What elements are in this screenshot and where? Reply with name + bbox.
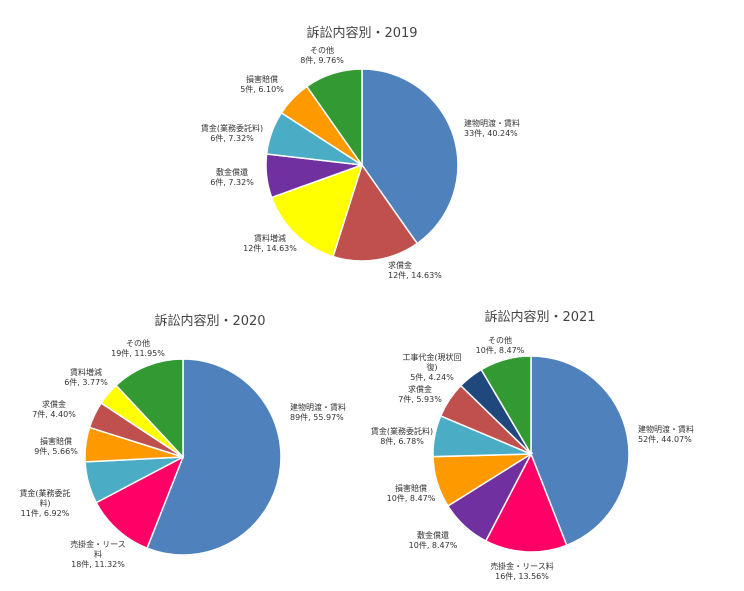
slice-label: その他: [310, 45, 334, 55]
slice-label: 復): [426, 362, 437, 372]
pie-slice: [115, 358, 184, 459]
pie-slice: [480, 355, 532, 457]
slice-label: 売掛金・リース: [70, 539, 126, 549]
slice-value-label: 7件, 5.93%: [398, 394, 442, 404]
slice-value-label: 10件, 8.47%: [387, 493, 436, 503]
slice-value-label: 19件, 11.95%: [111, 348, 165, 358]
slice-value-label: 9件, 5.66%: [34, 446, 78, 456]
pie-slice: [484, 452, 568, 553]
slice-value-label: 8件, 6.78%: [380, 436, 424, 446]
slice-label: 建物明渡・賃料: [638, 424, 694, 434]
slice-label: 損害賠償: [395, 483, 427, 493]
slice-label: その他: [488, 335, 512, 345]
slice-label: 求償金: [42, 399, 66, 409]
pie-slice: [146, 358, 282, 556]
pie-slice: [361, 68, 459, 245]
chart-title: 訴訟内容別・2021: [484, 309, 595, 325]
slice-label: 求償金: [388, 260, 412, 270]
pie-slice: [270, 163, 364, 258]
chart-title: 訴訟内容別・2019: [306, 25, 417, 41]
slice-value-label: 89件, 55.97%: [290, 412, 344, 422]
slice-label: 敷金償還: [417, 530, 449, 540]
slice-value-label: 6件, 3.77%: [64, 377, 108, 387]
slice-value-label: 10件, 8.47%: [409, 540, 458, 550]
pie-slice: [332, 163, 419, 262]
slice-label: 求償金: [408, 384, 432, 394]
slice-value-label: 5件, 6.10%: [240, 84, 284, 94]
slice-label: 賃金(業務委託料): [201, 123, 263, 133]
slice-value-label: 10件, 8.47%: [476, 345, 525, 355]
slice-label: 損害賠償: [246, 74, 278, 84]
slice-label: 料): [39, 498, 50, 508]
slice-label: 工事代金(現状回: [402, 352, 461, 362]
slice-value-label: 6件, 7.32%: [210, 177, 254, 187]
slice-value-label: 5件, 4.24%: [410, 372, 454, 382]
slice-label: 建物明渡・賃料: [290, 402, 346, 412]
slice-value-label: 16件, 13.56%: [495, 571, 549, 581]
slice-value-label: 11件, 6.92%: [21, 508, 70, 518]
slice-value-label: 12件, 14.63%: [243, 243, 297, 253]
slice-label: 賃料増減: [70, 367, 102, 377]
slice-label: 賃金(業務委託料): [371, 426, 433, 436]
pie-slice: [305, 68, 363, 168]
pie-slice: [95, 455, 185, 550]
slice-label: 売掛金・リース料: [490, 561, 554, 571]
slice-value-label: 7件, 4.40%: [32, 409, 76, 419]
slice-value-label: 33件, 40.24%: [464, 128, 518, 138]
slice-value-label: 52件, 44.07%: [638, 434, 692, 444]
chart-title: 訴訟内容別・2020: [154, 313, 265, 329]
slice-value-label: 18件, 11.32%: [71, 559, 125, 569]
slice-label: その他: [126, 338, 150, 348]
slice-value-label: 6件, 7.32%: [210, 133, 254, 143]
slice-label: 建物明渡・賃料: [464, 118, 520, 128]
slice-value-label: 12件, 14.63%: [388, 270, 442, 280]
pie-slice: [530, 355, 630, 547]
slice-value-label: 8件, 9.76%: [300, 55, 344, 65]
slice-label: 賃金(業務委託: [19, 488, 70, 498]
slice-label: 料: [94, 549, 102, 559]
slice-label: 敷金償還: [216, 167, 248, 177]
slice-label: 賃料増減: [254, 233, 286, 243]
slice-label: 損害賠償: [40, 436, 72, 446]
